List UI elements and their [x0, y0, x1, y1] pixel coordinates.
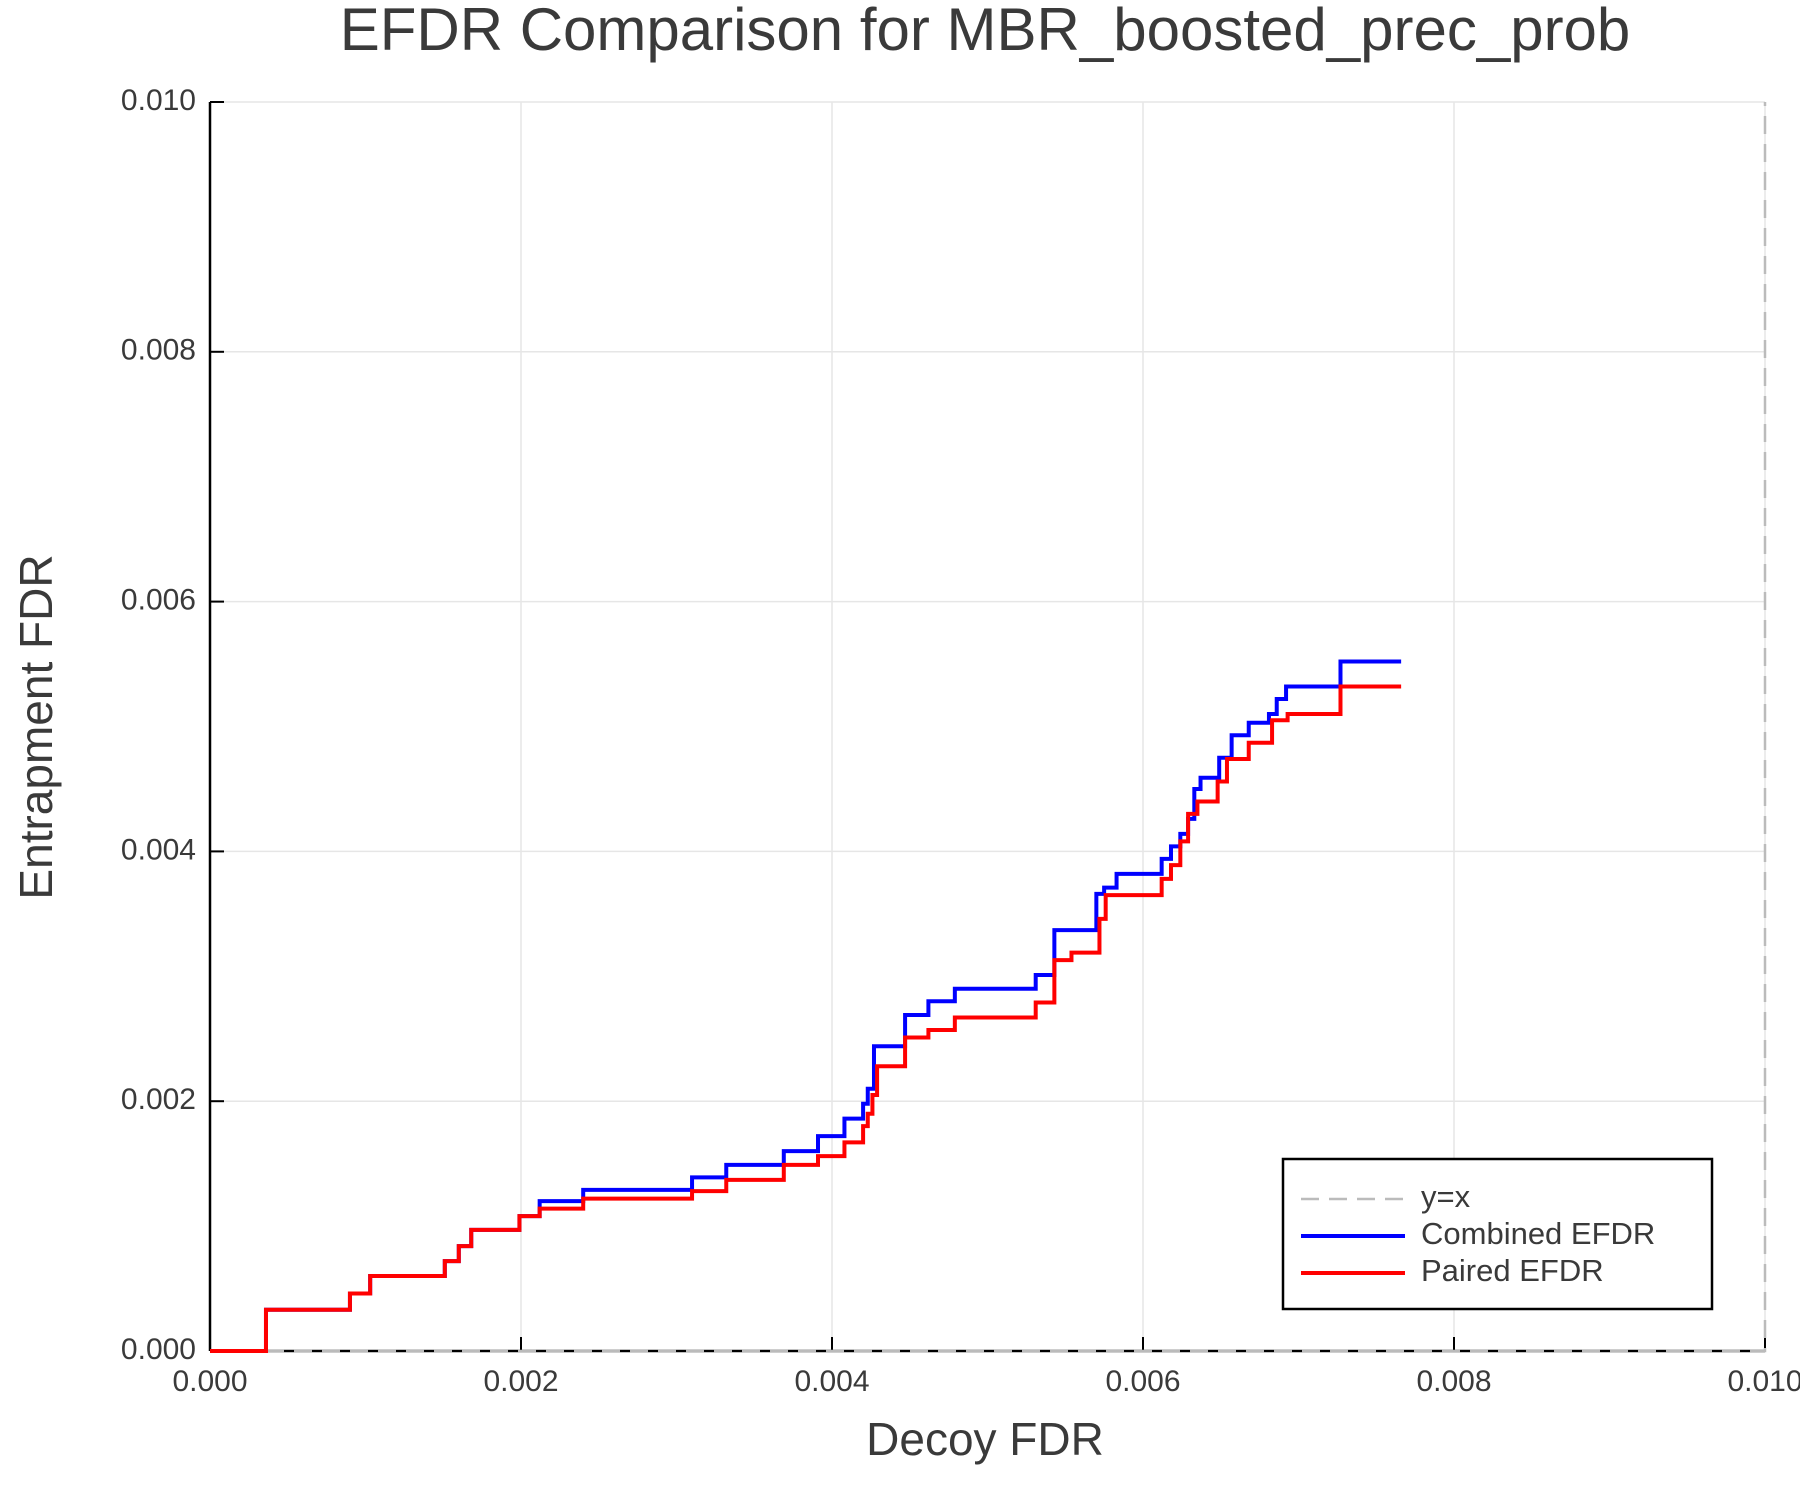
- x-tick-label: 0.006: [1105, 1365, 1180, 1398]
- series-line: [210, 659, 1402, 1353]
- y-tick-label: 0.010: [121, 84, 196, 117]
- y-axis-label: Entrapment FDR: [10, 554, 62, 899]
- legend-label: Combined EFDR: [1421, 1216, 1655, 1251]
- x-tick-label: 0.004: [794, 1365, 869, 1398]
- x-tick-label: 0.000: [172, 1365, 247, 1398]
- y-tick-label: 0.002: [121, 1083, 196, 1116]
- legend-label: Paired EFDR: [1421, 1253, 1604, 1288]
- x-tick-label: 0.002: [483, 1365, 558, 1398]
- chart-title: EFDR Comparison for MBR_boosted_prec_pro…: [340, 0, 1631, 63]
- y-tick-label: 0.004: [121, 833, 196, 866]
- x-axis-label: Decoy FDR: [866, 1413, 1104, 1465]
- y-tick-label: 0.006: [121, 584, 196, 617]
- legend-label: y=x: [1421, 1179, 1471, 1214]
- series-line: [210, 684, 1402, 1353]
- y-tick-label: 0.008: [121, 334, 196, 367]
- reference-line: [210, 102, 1767, 1353]
- x-tick-label: 0.008: [1416, 1365, 1491, 1398]
- y-tick-label: 0.000: [121, 1333, 196, 1366]
- x-tick-label: 0.010: [1727, 1365, 1800, 1398]
